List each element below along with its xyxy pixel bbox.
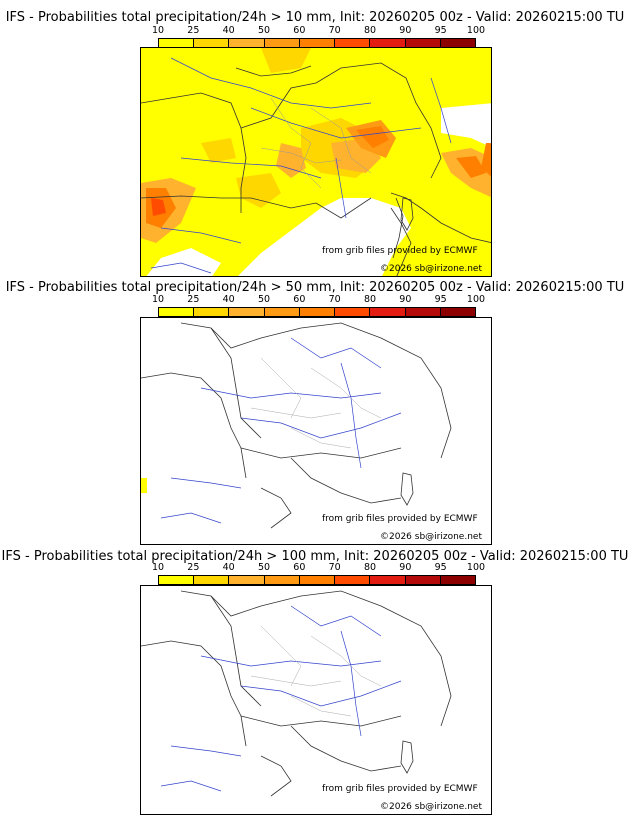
legend-tick-label: 40	[222, 294, 235, 305]
precip-map: from grib files provided by ECMWF ©2026 …	[140, 317, 492, 545]
legend-color-swatch	[335, 39, 371, 47]
copyright-notice: ©2026 sb@irizone.net	[380, 532, 482, 542]
country-borders	[141, 62, 491, 276]
copyright-notice: ©2026 sb@irizone.net	[380, 264, 482, 274]
legend-tick-label: 90	[399, 25, 412, 36]
country-borders	[141, 590, 452, 797]
legend-tick-label: 100	[466, 25, 486, 36]
legend-tick-label: 70	[328, 25, 341, 36]
panel-title: IFS - Probabilities total precipitation/…	[5, 280, 625, 295]
legend-tick-label: 10	[151, 562, 165, 573]
legend-tick-label: 80	[363, 562, 377, 573]
legend-tick-label: 10	[151, 294, 165, 305]
legend-tick-label: 25	[187, 562, 200, 573]
legend-color-swatch	[159, 308, 195, 316]
legend-tick-label: 50	[257, 25, 271, 36]
legend-color-swatch	[370, 39, 406, 47]
data-source-credit: from grib files provided by ECMWF	[322, 784, 478, 794]
precip-shading	[141, 48, 491, 276]
legend-color-swatch	[299, 308, 336, 316]
region-borders	[260, 97, 372, 189]
legend-tick-label: 10	[151, 25, 165, 36]
map-svg	[141, 322, 452, 529]
legend-color-swatch	[299, 39, 336, 47]
legend-tick-label: 95	[434, 562, 447, 573]
legend-color-swatch	[229, 39, 265, 47]
legend-color-swatch	[440, 39, 475, 47]
legend-tick-labels: 10 25 40 50 60 70 80 90 95 100	[152, 562, 485, 573]
panel-title: IFS - Probabilities total precipitation/…	[1, 549, 629, 564]
legend-color-swatch	[335, 576, 371, 584]
legend-color-swatch	[405, 39, 441, 47]
legend-color-swatch	[229, 308, 265, 316]
probability-legend: 10 25 40 50 60 70 80 90 95 100	[152, 25, 485, 48]
legend-tick-label: 100	[466, 294, 486, 305]
legend-color-swatch	[194, 308, 230, 316]
region-borders	[250, 357, 382, 449]
legend-color-swatch	[370, 576, 406, 584]
legend-tick-label: 90	[399, 294, 412, 305]
legend-tick-label: 70	[328, 294, 341, 305]
legend-color-swatch	[264, 576, 300, 584]
data-source-credit: from grib files provided by ECMWF	[322, 246, 478, 256]
legend-tick-label: 60	[293, 294, 306, 305]
legend-tick-label: 50	[257, 562, 271, 573]
panel-title: IFS - Probabilities total precipitation/…	[5, 10, 625, 25]
legend-tick-label: 40	[222, 25, 235, 36]
rivers	[150, 57, 452, 274]
legend-tick-label: 25	[187, 294, 200, 305]
legend-tick-label: 60	[293, 562, 306, 573]
precip-shading	[141, 478, 147, 493]
rivers	[160, 605, 402, 792]
country-borders	[141, 322, 452, 529]
corsica-island	[400, 197, 414, 231]
legend-color-swatch	[194, 576, 230, 584]
map-svg	[141, 48, 491, 276]
legend-tick-label: 90	[399, 562, 412, 573]
legend-color-bar	[158, 575, 476, 585]
legend-tick-label: 60	[293, 25, 306, 36]
legend-color-swatch	[405, 308, 441, 316]
legend-tick-label: 40	[222, 562, 235, 573]
legend-tick-label: 80	[363, 294, 377, 305]
legend-tick-label: 100	[466, 562, 486, 573]
probability-legend: 10 25 40 50 60 70 80 90 95 100	[152, 562, 485, 585]
copyright-notice: ©2026 sb@irizone.net	[380, 802, 482, 812]
legend-color-swatch	[194, 39, 230, 47]
legend-color-swatch	[159, 576, 195, 584]
precip-map: from grib files provided by ECMWF ©2026 …	[140, 585, 492, 815]
legend-color-swatch	[229, 576, 265, 584]
legend-color-swatch	[159, 39, 195, 47]
region-borders	[250, 625, 382, 717]
legend-tick-label: 95	[434, 25, 447, 36]
legend-tick-label: 95	[434, 294, 447, 305]
legend-tick-label: 50	[257, 294, 271, 305]
legend-tick-labels: 10 25 40 50 60 70 80 90 95 100	[152, 25, 485, 36]
legend-color-swatch	[264, 39, 300, 47]
legend-color-swatch	[440, 576, 475, 584]
precip-map: from grib files provided by ECMWF ©2026 …	[140, 47, 492, 277]
legend-tick-labels: 10 25 40 50 60 70 80 90 95 100	[152, 294, 485, 305]
legend-tick-label: 25	[187, 25, 200, 36]
legend-tick-label: 70	[328, 562, 341, 573]
legend-color-swatch	[299, 576, 336, 584]
probability-legend: 10 25 40 50 60 70 80 90 95 100	[152, 294, 485, 317]
data-source-credit: from grib files provided by ECMWF	[322, 514, 478, 524]
legend-tick-label: 80	[363, 25, 377, 36]
legend-color-swatch	[335, 308, 371, 316]
legend-color-swatch	[440, 308, 475, 316]
legend-color-swatch	[264, 308, 300, 316]
legend-color-swatch	[405, 576, 441, 584]
corsica-island	[400, 472, 414, 506]
map-svg	[141, 590, 452, 797]
legend-color-bar	[158, 307, 476, 317]
rivers	[160, 337, 402, 524]
legend-color-swatch	[370, 308, 406, 316]
corsica-island	[400, 740, 414, 774]
